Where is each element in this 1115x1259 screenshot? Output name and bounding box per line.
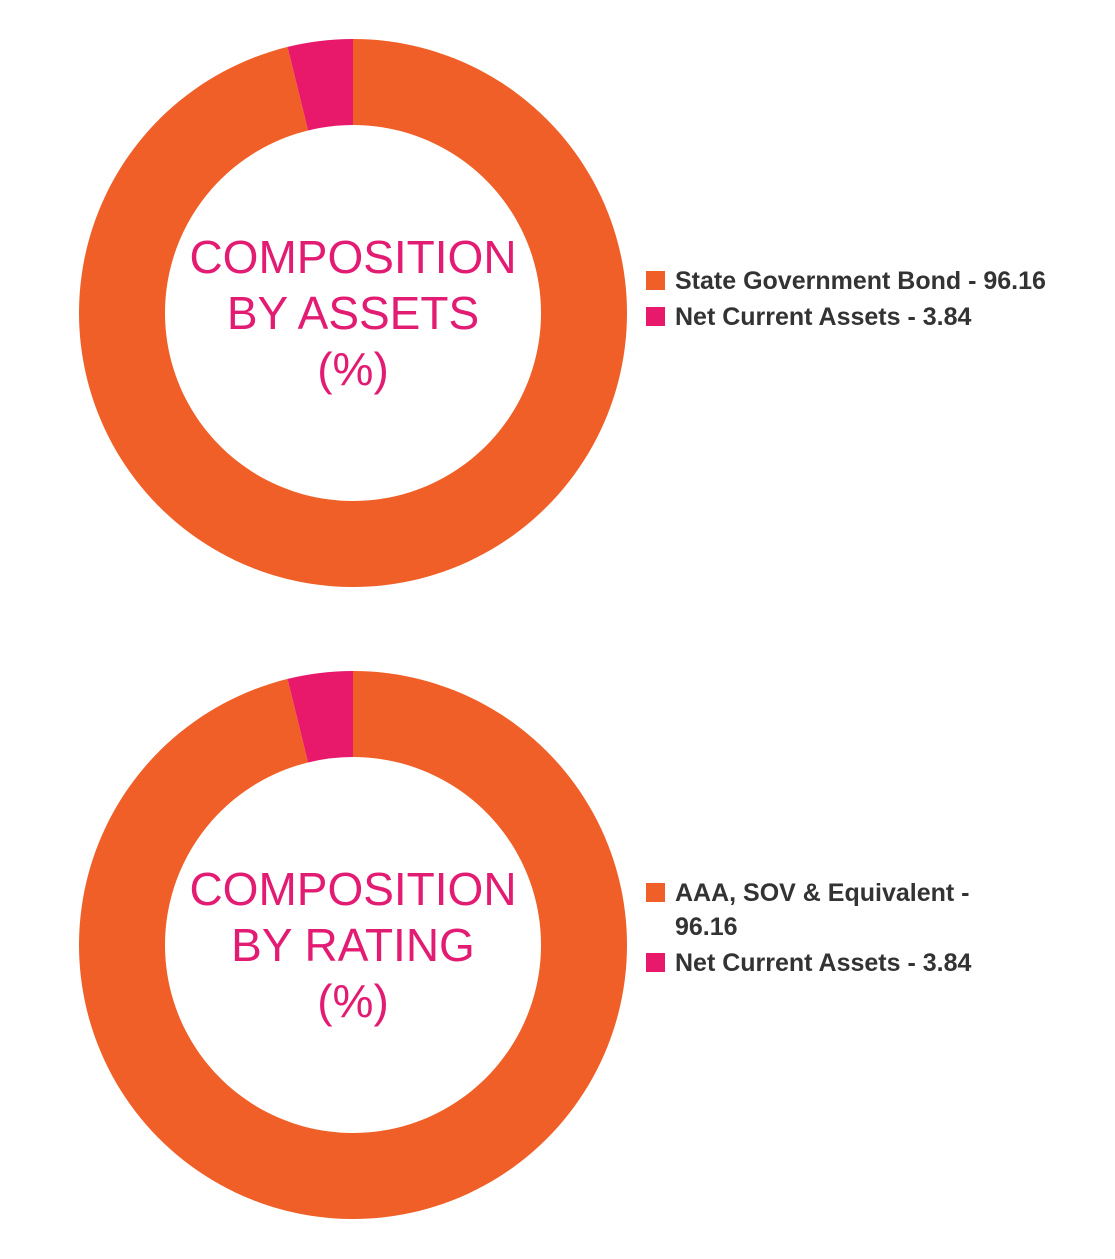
legend-label: AAA, SOV & Equivalent - 96.16 [675, 879, 970, 941]
composition-by-assets-chart: COMPOSITION BY ASSETS (%) State Governme… [0, 0, 1115, 600]
legend-rating: AAA, SOV & Equivalent - 96.16 Net Curren… [646, 876, 1086, 982]
donut-slice [78, 671, 627, 1219]
legend-swatch [646, 307, 665, 326]
legend-label: Net Current Assets - 3.84 [675, 303, 972, 331]
legend-item: AAA, SOV & Equivalent - 96.16 [646, 876, 1086, 944]
legend-swatch [646, 883, 665, 902]
legend-item: State Government Bond - 96.16 [646, 264, 1086, 298]
composition-by-rating-chart: COMPOSITION BY RATING (%) AAA, SOV & Equ… [0, 632, 1115, 1232]
legend-swatch [646, 953, 665, 972]
legend-assets: State Government Bond - 96.16 Net Curren… [646, 264, 1086, 336]
donut-assets [78, 39, 627, 587]
donut-rating [78, 671, 627, 1219]
donut-slice [287, 39, 353, 131]
legend-swatch [646, 271, 665, 290]
donut-slice [78, 39, 627, 587]
legend-item: Net Current Assets - 3.84 [646, 300, 1086, 334]
donut-slice [287, 671, 353, 763]
legend-item: Net Current Assets - 3.84 [646, 946, 1086, 980]
legend-label: State Government Bond - 96.16 [675, 267, 1046, 295]
legend-label: Net Current Assets - 3.84 [675, 949, 972, 977]
